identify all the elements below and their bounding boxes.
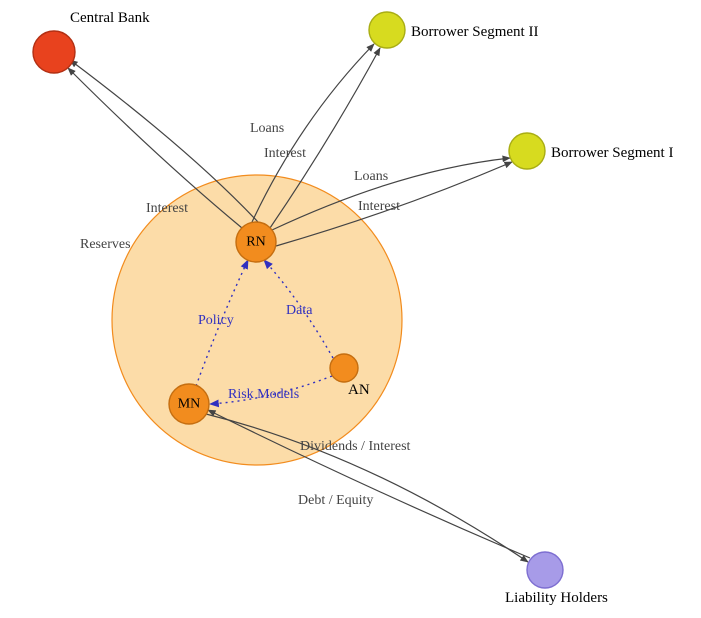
halo-circle — [112, 175, 402, 465]
node-label: Central Bank — [70, 10, 150, 26]
edge-label: Data — [286, 303, 313, 318]
node-label: Borrower Segment II — [411, 24, 538, 40]
node-an — [330, 354, 358, 382]
edge-label: Interest — [264, 146, 306, 161]
node-central_bank — [33, 31, 75, 73]
edge-label: Policy — [198, 313, 234, 328]
node-liability — [527, 552, 563, 588]
edge-label: Reserves — [80, 237, 131, 252]
node-inner-label: RN — [246, 235, 265, 250]
edge-label: Risk Models — [228, 387, 299, 402]
node-label: Liability Holders — [505, 590, 608, 606]
node-borrower1 — [509, 133, 545, 169]
edge-label: Debt / Equity — [298, 493, 373, 508]
edge-label: Dividends / Interest — [300, 439, 411, 454]
node-inner-label: MN — [178, 397, 201, 412]
node-label: AN — [348, 382, 370, 398]
node-borrower2 — [369, 12, 405, 48]
edge-label: Interest — [358, 199, 400, 214]
network-diagram: RN MN Reserves Interest Loans Interest Loans I… — [0, 0, 701, 618]
edge-label: Loans — [354, 169, 388, 184]
edge-label: Interest — [146, 201, 188, 216]
edge-label: Loans — [250, 121, 284, 136]
node-label: Borrower Segment I — [551, 145, 673, 161]
